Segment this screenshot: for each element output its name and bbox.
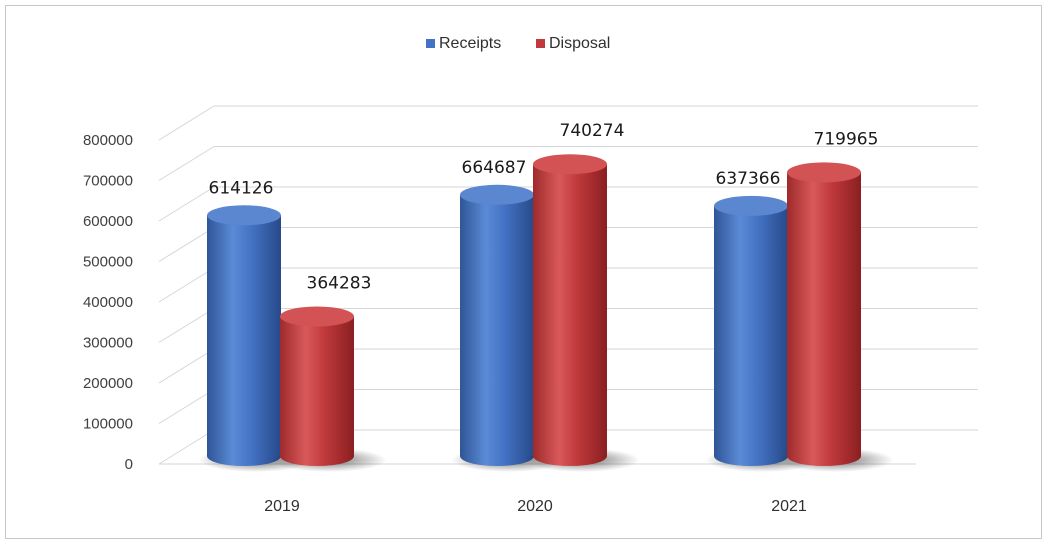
legend-swatch (426, 39, 435, 48)
bar-disposal-2019 (271, 306, 387, 472)
x-tick-label: 2019 (264, 498, 300, 515)
x-axis: 2019 2020 2021 (264, 498, 807, 515)
y-tick-label: 700000 (83, 173, 133, 190)
data-label: 664687 (462, 158, 527, 178)
bar-disposal-2020 (524, 154, 640, 472)
gridline-diagonal (158, 146, 215, 181)
legend-label: Disposal (549, 35, 610, 52)
y-tick-label: 0 (125, 456, 133, 473)
legend-label: Receipts (439, 35, 501, 52)
bar-top (714, 195, 788, 216)
y-axis: 0 100000 200000 300000 400000 500000 600000 700… (83, 132, 133, 473)
gridline-diagonal (158, 105, 215, 141)
bar-top (280, 306, 354, 327)
bar-body (787, 172, 861, 466)
bar-top (460, 184, 534, 205)
x-tick-label: 2020 (517, 498, 553, 515)
gridline-diagonal (158, 186, 215, 222)
y-tick-label: 800000 (83, 132, 133, 149)
bar-body (533, 164, 607, 466)
bar-body (207, 215, 281, 466)
legend-swatch (536, 39, 545, 48)
y-tick-label: 200000 (83, 375, 133, 392)
legend: Receipts Disposal (426, 35, 610, 52)
gridline-diagonal (158, 348, 215, 384)
x-tick-label: 2021 (771, 498, 807, 515)
gridline-diagonal (158, 308, 215, 343)
y-tick-label: 300000 (83, 335, 133, 352)
y-tick-label: 500000 (83, 254, 133, 271)
bar-top (787, 162, 861, 183)
bar-chart: Receipts Disposal 0 100000 200000 300000 4000… (83, 35, 978, 515)
data-labels: 614126 364283 664687 740274 637366 719965 (209, 121, 879, 293)
bar-top (533, 154, 607, 175)
y-tick-label: 400000 (83, 294, 133, 311)
gridline-diagonal (158, 429, 215, 465)
bar-body (280, 316, 354, 466)
y-tick-label: 100000 (83, 416, 133, 433)
data-label: 637366 (716, 169, 781, 189)
gridline-diagonal (158, 227, 215, 262)
data-label: 719965 (814, 129, 879, 149)
bar-body (460, 194, 534, 466)
gridline-diagonal (158, 389, 215, 424)
chart-frame: Receipts Disposal 0 100000 200000 300000 4000… (5, 5, 1042, 539)
data-label: 740274 (560, 121, 625, 141)
bar-disposal-2021 (778, 162, 894, 472)
data-label: 614126 (209, 178, 274, 198)
gridline-diagonal (158, 267, 215, 303)
bar-body (714, 205, 788, 467)
y-tick-label: 600000 (83, 213, 133, 230)
bar-top (207, 205, 281, 226)
bars (198, 154, 894, 472)
data-label: 364283 (307, 273, 372, 293)
